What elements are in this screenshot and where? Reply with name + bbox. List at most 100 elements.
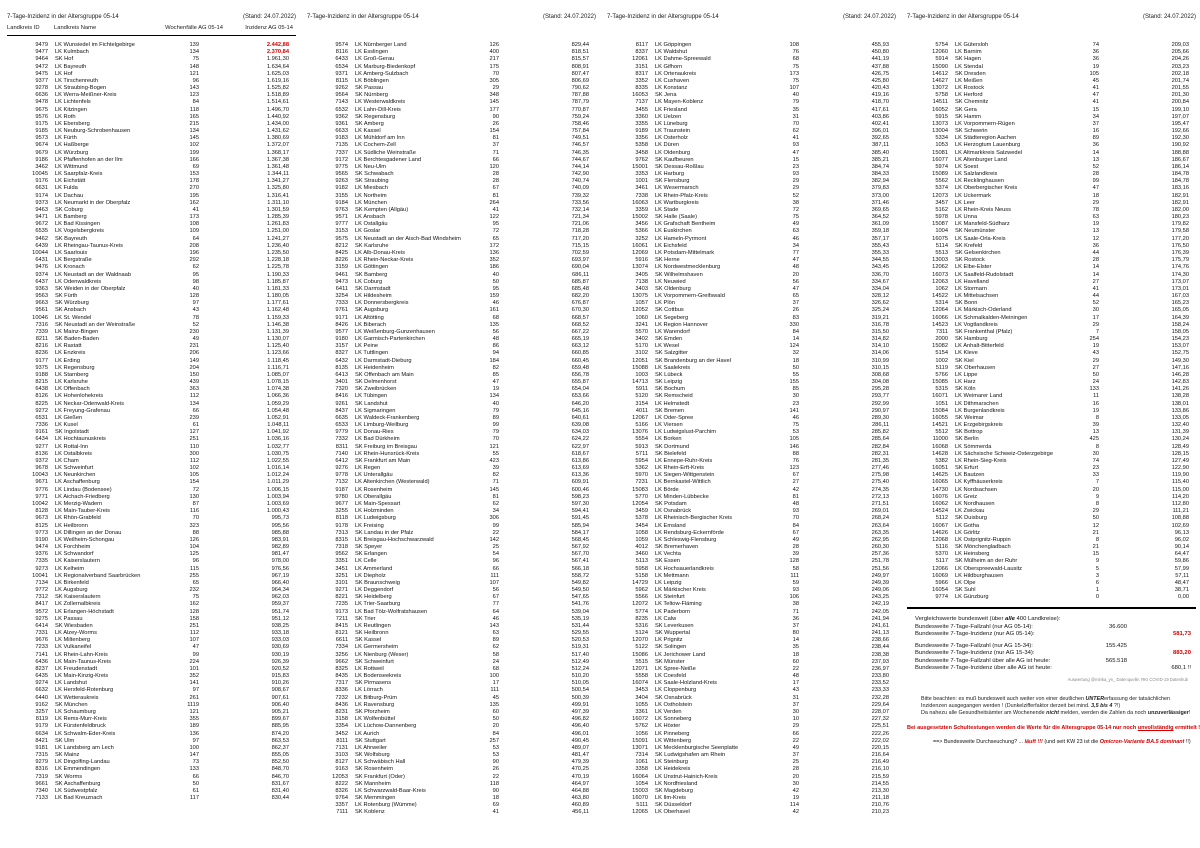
cell-landkreis-id: 2000: [935, 336, 948, 343]
cell-inzidenz: 402,41: [871, 120, 889, 127]
table-row: 3401 SK Delmenhorst 47 655,87: [307, 379, 596, 386]
cell-inzidenz: 967,19: [271, 572, 289, 579]
cell-inzidenz: 613,36: [571, 472, 589, 479]
table-row: 16066 LK Schmalkalden-Meiningen 17 164,39: [907, 315, 1196, 322]
cell-landkreis-name: LK Hildesheim: [355, 293, 392, 300]
cell-landkreis-name: LK Stormarn: [955, 285, 987, 292]
cell-landkreis-id: 9172: [335, 156, 348, 163]
cell-landkreis-id: 8336: [335, 687, 348, 694]
cell-wochenfaelle: 90: [492, 113, 499, 120]
cell-landkreis-name: LK Traunstein: [655, 128, 691, 135]
cell-wochenfaelle: 75: [192, 594, 199, 601]
cell-wochenfaelle: 86: [492, 343, 499, 350]
cell-inzidenz: 1.041,92: [266, 429, 289, 436]
cell-inzidenz: 357,17: [871, 235, 889, 242]
table-row: 8212 SK Karlsruhe 172 715,15: [307, 243, 596, 250]
cell-inzidenz: 384,33: [871, 171, 889, 178]
cell-inzidenz: 59,86: [1174, 558, 1189, 565]
cell-landkreis-id: 3452: [335, 730, 348, 737]
cell-inzidenz: 668,57: [571, 314, 589, 321]
cell-landkreis-id: 9572: [35, 608, 48, 615]
cell-landkreis-id: 7211: [335, 615, 348, 622]
cell-inzidenz: 568,45: [571, 536, 589, 543]
cell-landkreis-id: 5124: [635, 630, 648, 637]
cell-landkreis-name: LK Landsberg am Lech: [55, 744, 114, 751]
cell-landkreis-id: 7311: [935, 328, 948, 335]
cell-inzidenz: 108,88: [1171, 515, 1189, 522]
cell-landkreis-name: SK Dortmund: [655, 443, 690, 450]
cell-wochenfaelle: 17: [1092, 314, 1099, 321]
cell-inzidenz: 214,55: [871, 780, 889, 787]
table-row: 7138 LK Neuwied 56 334,67: [607, 279, 896, 286]
cell-inzidenz: 177,20: [1171, 235, 1189, 242]
cell-wochenfaelle: 47: [1092, 185, 1099, 192]
cell-wochenfaelle: 97: [192, 300, 199, 307]
cell-landkreis-id: 3103: [335, 752, 348, 759]
table-row: 9461 SK Bamberg 40 686,11: [307, 272, 596, 279]
cell-inzidenz: 567,92: [571, 544, 589, 551]
cell-wochenfaelle: 90: [492, 787, 499, 794]
cell-wochenfaelle: 69: [192, 163, 199, 170]
cell-wochenfaelle: 43: [1092, 350, 1099, 357]
cell-landkreis-id: 7335: [35, 558, 48, 565]
cell-inzidenz: 1.006,15: [266, 486, 289, 493]
table-rows: 9574 LK Nürnberger Land 126 829,44 8116 LK Es…: [307, 42, 596, 817]
summary-label: Bundesweite 7-Tage-Inzidenz (nur AG 05-1…: [915, 631, 1035, 638]
cell-landkreis-id: 9184: [335, 199, 348, 206]
cell-landkreis-id: 16073: [932, 271, 948, 278]
cell-landkreis-name: SK Ingolstadt: [55, 429, 89, 436]
table-row: 3452 LK Aurich 84 496,01: [307, 731, 596, 738]
cell-landkreis-id: 8235: [635, 615, 648, 622]
cell-landkreis-name: LK Ortenaukreis: [655, 70, 697, 77]
table-row: 9171 LK Altötting 68 668,57: [307, 315, 596, 322]
table-row: 8337 LK Waldshut 76 450,80: [607, 49, 896, 56]
cell-wochenfaelle: 89: [1092, 135, 1099, 142]
cell-landkreis-name: LK Heidekreis: [655, 766, 691, 773]
cell-inzidenz: 242,05: [871, 608, 889, 615]
table-row: 5911 SK Bochum 85 295,28: [607, 386, 896, 393]
cell-landkreis-id: 8222: [335, 780, 348, 787]
cell-landkreis-id: 9661: [35, 780, 48, 787]
cell-landkreis-name: LK Kaiserslautern: [55, 558, 100, 565]
table-row: 16055 SK Weimar 8 133,05: [907, 415, 1196, 422]
cell-landkreis-name: SK Oberhausen: [955, 364, 996, 371]
cell-landkreis-name: LK Gießen: [55, 414, 83, 421]
cell-landkreis-id: 5158: [635, 572, 648, 579]
cell-landkreis-name: LK Mittelsachsen: [955, 293, 999, 300]
table-row: 7339 LK Mainz-Bingen 230 1.131,39: [7, 329, 296, 336]
table-row: 7134 LK Birkenfeld 65 966,40: [7, 580, 296, 587]
table-row: 5758 LK Herford 47 201,30: [907, 92, 1196, 99]
cell-landkreis-id: 8211: [35, 336, 48, 343]
table-row: 5119 SK Oberhausen 27 147,16: [907, 365, 1196, 372]
cell-landkreis-id: 9478: [35, 99, 48, 106]
cell-landkreis-id: 3405: [635, 271, 648, 278]
table-row: 12051 SK Brandenburg an der Havel 18 310,99: [607, 358, 896, 365]
cell-inzidenz: 653,66: [571, 393, 589, 400]
cell-wochenfaelle: 154: [489, 128, 500, 135]
cell-inzidenz: 90,14: [1174, 544, 1189, 551]
cell-landkreis-id: 13003: [932, 257, 948, 264]
cell-landkreis-name: LK Nordsachsen: [955, 486, 998, 493]
cell-landkreis-name: LK Offenbach: [55, 386, 90, 393]
cell-inzidenz: 373,00: [871, 192, 889, 199]
table-row: 12066 LK Oberspreewald-Lausitz 5 57,99: [907, 566, 1196, 573]
cell-inzidenz: 1.131,39: [266, 328, 289, 335]
table-row: 9175 LK Ebersberg 215 1.434,00: [7, 121, 296, 128]
cell-landkreis-id: 1059: [635, 536, 648, 543]
cell-wochenfaelle: 41: [192, 206, 199, 213]
cell-inzidenz: 275,98: [871, 472, 889, 479]
cell-wochenfaelle: 56: [492, 328, 499, 335]
cell-landkreis-name: LK Vogelsbergkreis: [55, 228, 105, 235]
cell-landkreis-name: SK Aschaffenburg: [55, 780, 101, 787]
cell-landkreis-name: SK Berlin: [955, 436, 979, 443]
cell-landkreis-name: LK Oder-Spree: [655, 414, 694, 421]
cell-inzidenz: 721,06: [571, 221, 589, 228]
cell-inzidenz: 149,30: [1171, 357, 1189, 364]
cell-landkreis-name: LK Landshut: [55, 680, 87, 687]
table-row: 8126 LK Hohenlohekreis 112 1.066,36: [7, 393, 296, 400]
cell-wochenfaelle: 239: [189, 414, 200, 421]
cell-wochenfaelle: 41: [492, 809, 499, 816]
cell-landkreis-id: 9174: [35, 192, 48, 199]
cell-inzidenz: 282,31: [871, 450, 889, 457]
cell-wochenfaelle: 158: [189, 615, 200, 622]
